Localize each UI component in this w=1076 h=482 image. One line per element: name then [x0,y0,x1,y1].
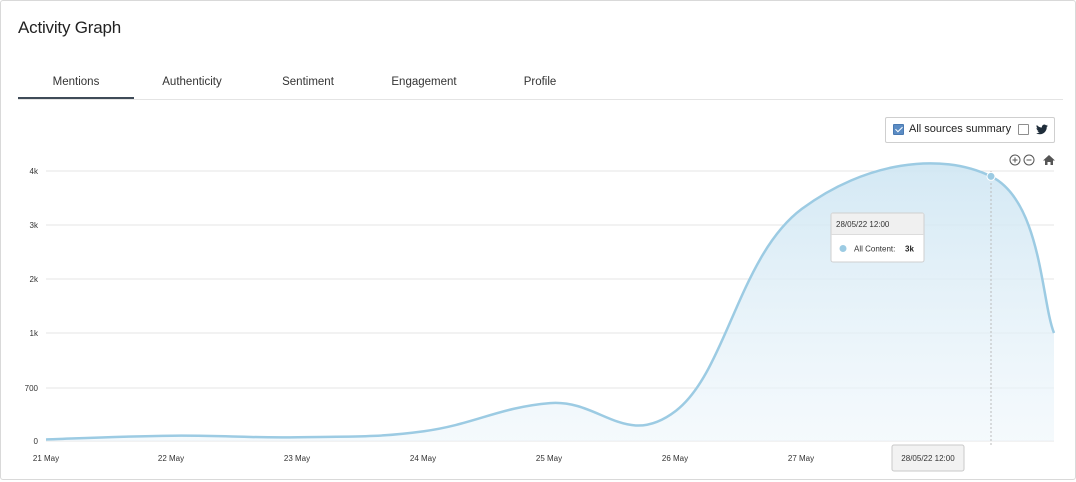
tab-engagement[interactable]: Engagement [391,76,457,88]
x-tick-label: 26 May [662,454,688,463]
x-tick-label: 23 May [284,454,310,463]
y-tick-label: 4k [30,167,39,176]
zoom-out-icon[interactable] [1022,153,1036,167]
y-tick-label: 0 [34,437,39,446]
data-point[interactable] [421,428,427,434]
tooltip-header: 28/05/22 12:00 [836,220,890,229]
data-point[interactable] [295,434,301,440]
chart-tooltip: 28/05/22 12:00 All Content: 3k [830,212,925,263]
data-point[interactable] [43,436,49,442]
series-line-all-content [45,162,1056,441]
x-tick-label: 21 May [33,454,59,463]
data-point[interactable] [547,400,553,406]
tooltip-series-label: All Content: [854,245,895,254]
chart-toolbar [1008,153,1058,167]
tab-sentiment[interactable]: Sentiment [282,76,334,88]
x-axis: 21 May 22 May 23 May 24 May 25 May 26 May 27 M… [33,454,814,463]
tab-profile[interactable]: Profile [523,76,557,88]
data-point[interactable] [673,408,679,414]
y-tick-label: 1k [30,329,39,338]
hover-point[interactable] [986,171,996,181]
twitter-icon [1036,124,1048,135]
x-tick-label: 24 May [410,454,436,463]
all-sources-checkbox[interactable] [893,124,904,135]
tab-authenticity[interactable]: Authenticity [162,76,222,88]
y-tick-label: 3k [30,221,39,230]
all-sources-label: All sources summary [909,123,1012,135]
twitter-checkbox[interactable] [1018,124,1029,135]
page-title: Activity Graph [18,18,122,37]
y-tick-label: 2k [30,275,39,284]
data-point[interactable] [169,433,175,439]
data-point[interactable] [1051,330,1057,336]
x-tick-label: 22 May [158,454,184,463]
y-tick-label: 700 [25,384,39,393]
home-icon[interactable] [1042,153,1056,167]
tooltip-value: 3k [905,245,914,254]
tab-bar: Mentions Authenticity Sentiment Engageme… [18,67,1063,100]
zoom-in-icon[interactable] [1008,153,1022,167]
y-axis: 0 700 1k 2k 3k 4k [25,167,39,446]
x-tick-label: 25 May [536,454,562,463]
crosshair-x-label: 28/05/22 12:00 [891,444,965,472]
tab-mentions[interactable]: Mentions [18,67,134,99]
tooltip-series-marker [839,245,847,252]
data-point[interactable] [799,206,805,212]
series-area-all-content [46,163,1054,441]
x-tick-label: 27 May [788,454,814,463]
source-filter: All sources summary [885,117,1055,143]
crosshair-label-text: 28/05/22 12:00 [901,454,955,463]
